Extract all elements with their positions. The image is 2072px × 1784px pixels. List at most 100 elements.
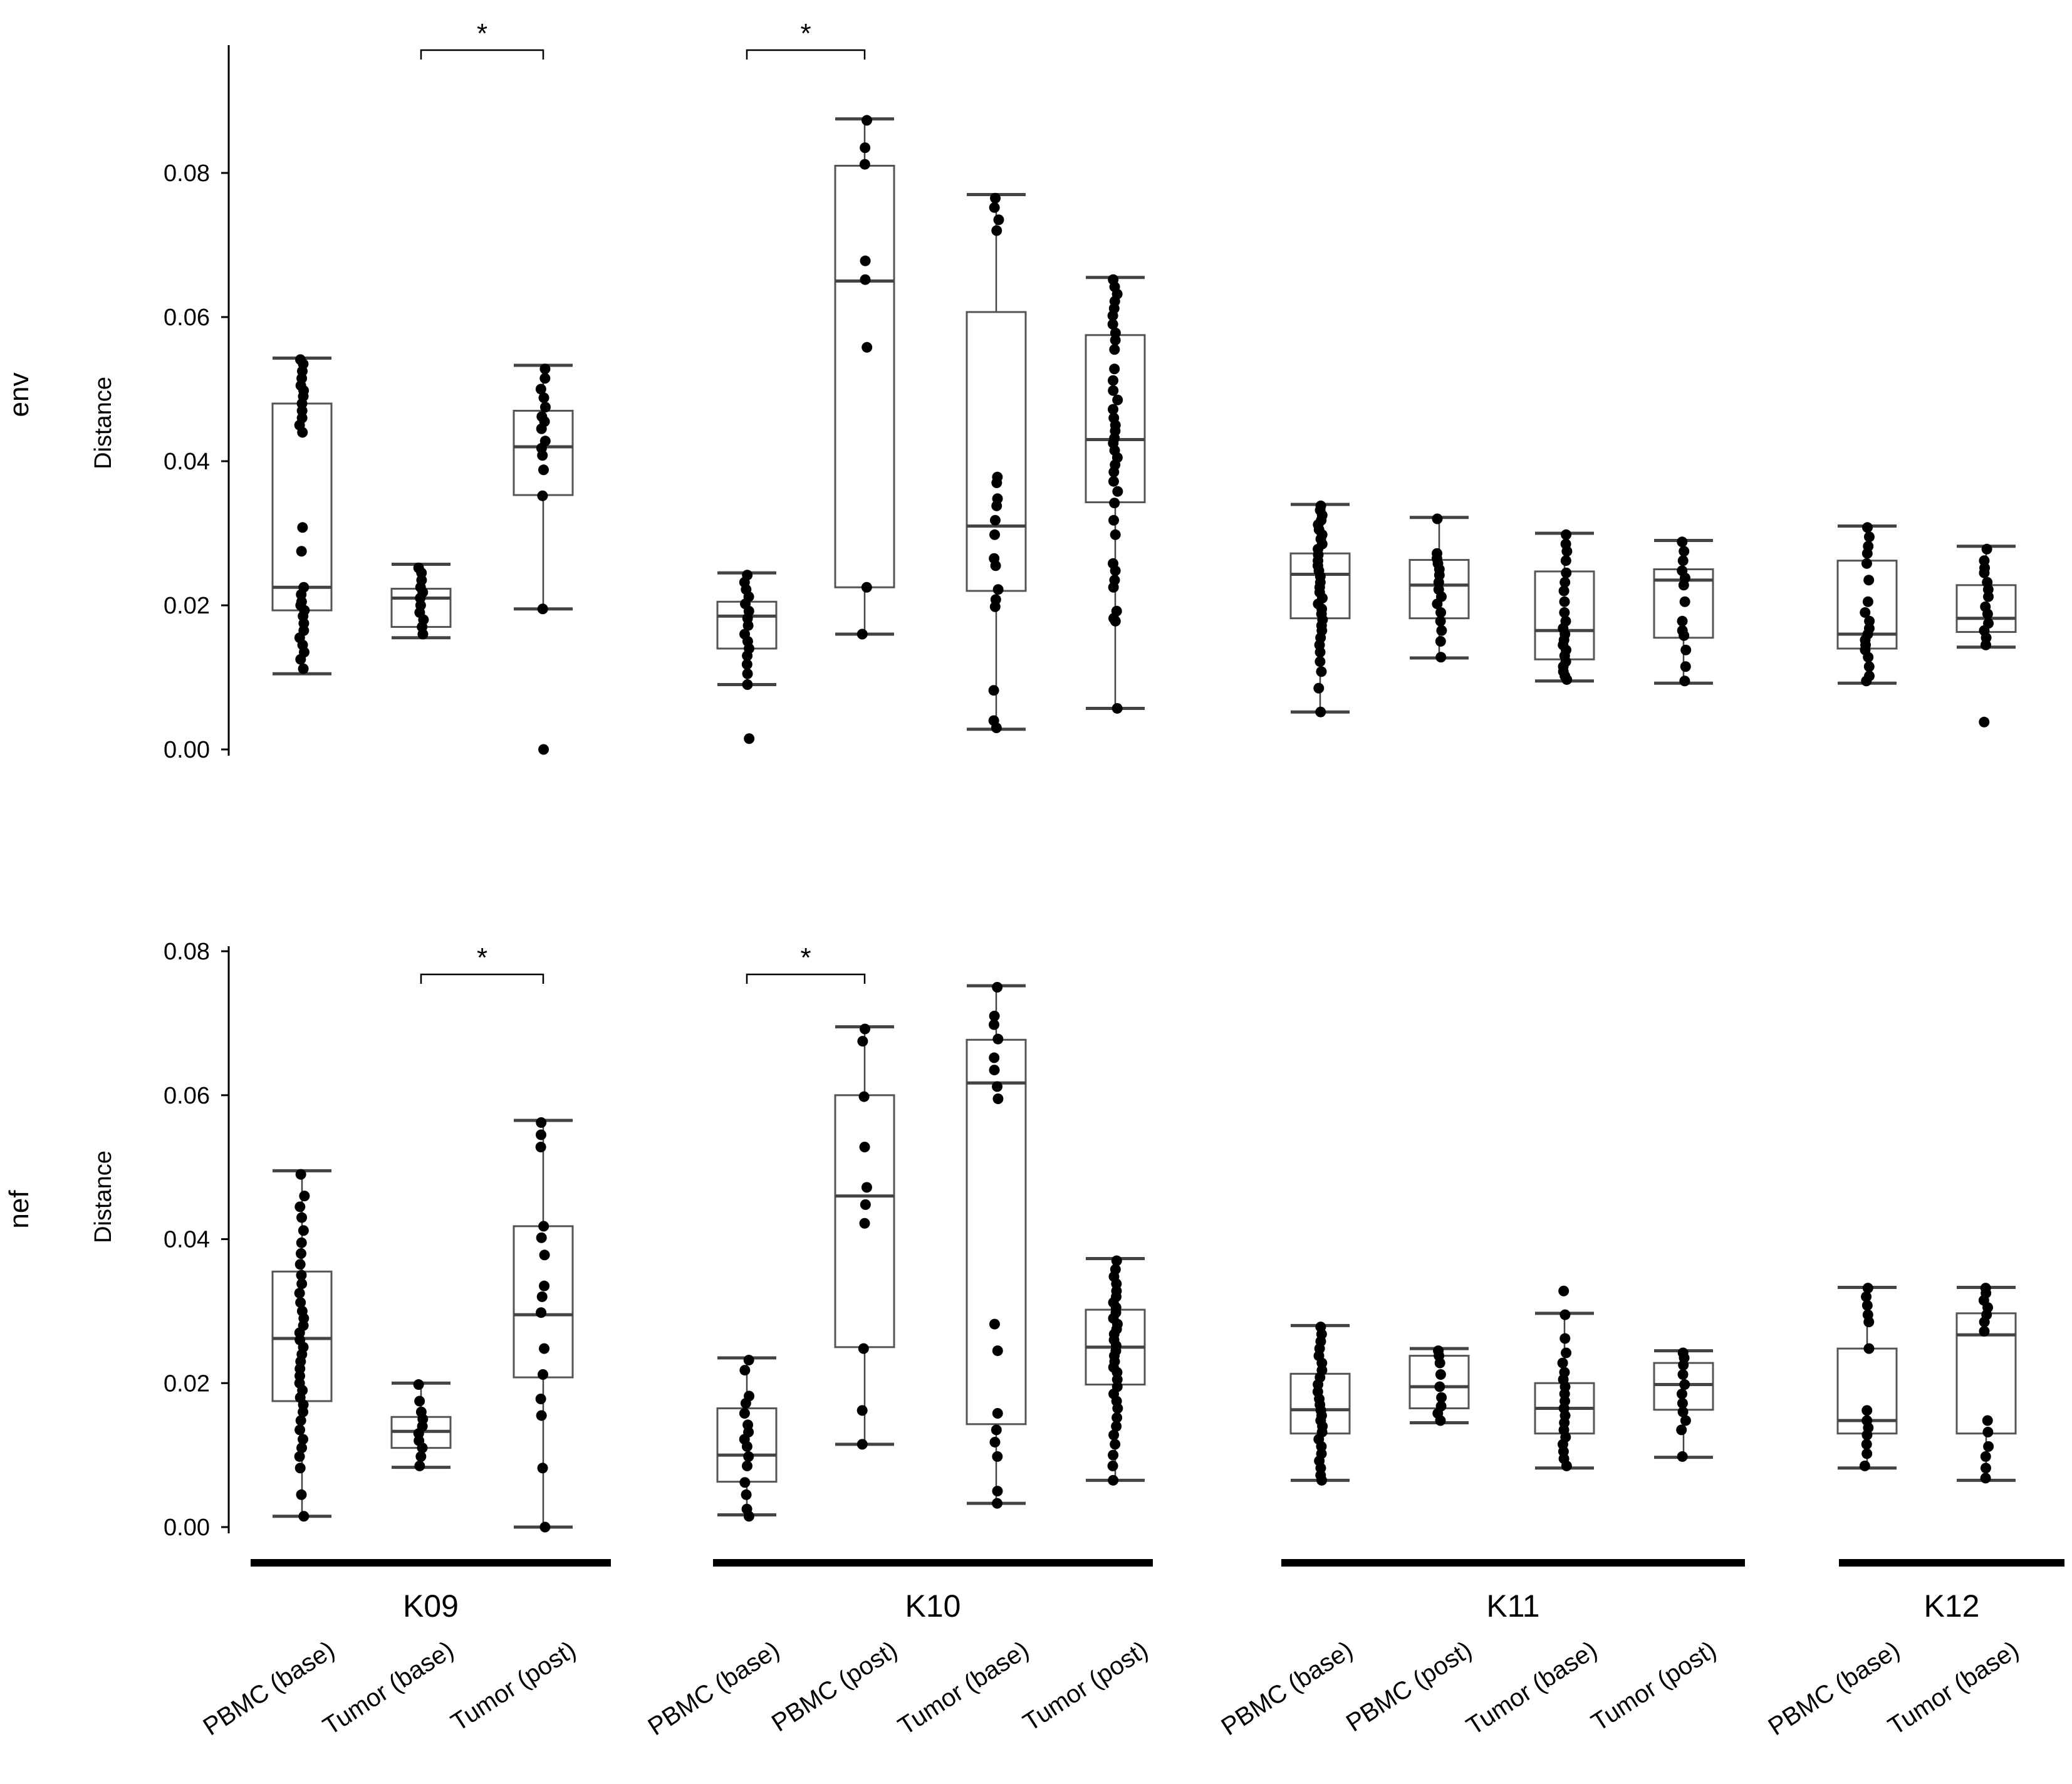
env-k12-tumor-base-point xyxy=(1982,608,1993,620)
env-k09-pbmc-base-point xyxy=(295,654,306,665)
env-k10-tumor-post-point xyxy=(1110,615,1121,627)
nef-significance-bracket: * xyxy=(420,942,544,984)
nef-significance: * * xyxy=(420,942,866,984)
nef-k09-tumor-base-point xyxy=(415,1451,427,1462)
nef-k09-tumor-base-box xyxy=(390,1379,452,1471)
nef-k10-tumor-post-point xyxy=(1108,1429,1120,1441)
nef-k11-tumor-base-box xyxy=(1534,1285,1595,1471)
env-k12-pbmc-base-point xyxy=(1863,652,1874,663)
nef-k12-tumor-base-point xyxy=(1979,1326,1990,1337)
nef-k11-tumor-post-point xyxy=(1676,1424,1687,1436)
env-k10-tumor-post-point xyxy=(1108,385,1119,396)
nef-k09-tumor-post-point xyxy=(539,1249,550,1261)
env-k09-tumor-post-point xyxy=(537,603,548,615)
env-k11-tumor-post-point xyxy=(1677,615,1688,627)
env-k10-pbmc-post-iqr-rect xyxy=(834,165,895,588)
nef-k12-tumor-base-point xyxy=(1980,1451,1991,1462)
env-k10-tumor-base-point xyxy=(989,514,1001,526)
nef-k10-pbmc-base-point xyxy=(743,1355,754,1366)
env-k10-pbmc-post-box xyxy=(834,115,895,640)
nef-k09-pbmc-base-point xyxy=(295,1415,306,1426)
env-y-tick-label: 0.04 xyxy=(164,449,210,475)
category-label-k12-tumor-base: Tumor (base) xyxy=(1883,1636,2024,1741)
nef-k11-pbmc-post-point xyxy=(1436,1392,1447,1403)
nef-k11-tumor-post-point xyxy=(1680,1415,1691,1426)
nef-k10-pbmc-post-point xyxy=(858,1091,870,1102)
nef-k12-pbmc-base-point xyxy=(1861,1448,1873,1459)
env-k10-pbmc-post-point xyxy=(860,274,871,285)
nef-k10-tumor-post-point xyxy=(1111,1412,1123,1423)
nef-k10-pbmc-base-point xyxy=(739,1408,750,1419)
nef-k10-tumor-post-point xyxy=(1112,1402,1123,1414)
env-k11-tumor-post-point xyxy=(1679,546,1690,557)
env-k09-tumor-post-point xyxy=(538,392,549,404)
env-k12-tumor-base-point xyxy=(1982,591,1994,602)
env-k09-pbmc-base-point xyxy=(297,522,308,533)
nef-k10-tumor-post-point xyxy=(1107,1460,1118,1471)
category-label-k10-tumor-post: Tumor (post) xyxy=(1018,1636,1153,1737)
env-k12-pbmc-base-point xyxy=(1861,558,1872,569)
nef-k10-tumor-base-point xyxy=(989,1065,1000,1076)
nef-k12-pbmc-base-point xyxy=(1863,1343,1875,1354)
nef-k09-tumor-post-point xyxy=(538,1221,549,1232)
nef-k12-tumor-base-box xyxy=(1955,1283,2017,1484)
env-y-tick-label: 0.06 xyxy=(164,305,210,331)
env-k09-tumor-post-point xyxy=(539,402,551,413)
group-bar-k12 xyxy=(1839,1559,2064,1567)
category-label-k11-tumor-post: Tumor (post) xyxy=(1586,1636,1721,1737)
env-k10-tumor-post-point xyxy=(1108,582,1119,593)
category-labels: PBMC (base)Tumor (base)Tumor (post) PBMC … xyxy=(199,1636,2024,1741)
nef-k11-tumor-base-point xyxy=(1561,1460,1572,1471)
nef-significance-star: * xyxy=(477,942,487,973)
env-k10-tumor-post-point xyxy=(1109,363,1120,375)
env-k10-tumor-post-point xyxy=(1109,344,1120,355)
nef-k12-pbmc-base-point xyxy=(1861,1439,1872,1450)
env-k10-tumor-base-point xyxy=(989,202,1000,213)
nef-k10-pbmc-post-point xyxy=(858,1343,869,1354)
nef-k10-pbmc-post-point xyxy=(860,1199,871,1210)
env-k10-tumor-post-point xyxy=(1108,476,1119,487)
env-k11-pbmc-base-point xyxy=(1313,682,1325,694)
group-label-k11: K11 xyxy=(1486,1588,1539,1624)
nef-k09-tumor-base-point xyxy=(414,1395,425,1407)
nef-k09-pbmc-base-point xyxy=(298,1406,309,1417)
nef-k10-tumor-post-point xyxy=(1108,1449,1119,1461)
category-label-k10-tumor-base: Tumor (base) xyxy=(893,1636,1034,1741)
env-k11-tumor-post-box xyxy=(1653,536,1714,687)
env-panel: env Distance 0.000.020.040.060.08 * * xyxy=(4,18,2017,763)
env-k10-tumor-base-point xyxy=(992,584,1004,595)
env-k12-pbmc-base-point xyxy=(1863,661,1875,672)
nef-k10-tumor-post-point xyxy=(1111,1255,1122,1266)
nef-k11-tumor-post-point xyxy=(1678,1360,1689,1371)
nef-k12-pbmc-base-box xyxy=(1836,1283,1898,1471)
nef-k09-tumor-base-point xyxy=(414,1460,425,1471)
group-label-k09: K09 xyxy=(403,1588,459,1624)
nef-k09-tumor-post-point xyxy=(536,1410,547,1421)
env-bracket-line xyxy=(420,49,544,60)
nef-k10-pbmc-base-box xyxy=(716,1355,778,1522)
category-label-k10-pbmc-base: PBMC (base) xyxy=(643,1636,784,1741)
env-k11-tumor-post-point xyxy=(1679,596,1690,607)
nef-k10-tumor-base-point xyxy=(992,1345,1003,1357)
nef-k10-pbmc-base-point xyxy=(743,1511,754,1522)
nef-k10-tumor-post-point xyxy=(1111,1421,1122,1432)
nef-y-axis: 0.00 0.02 0.04 0.06 0.08 xyxy=(164,939,230,1541)
nef-k10-tumor-base-box xyxy=(966,981,1027,1509)
env-k10-tumor-post-box xyxy=(1085,274,1146,714)
nef-k09-pbmc-base-point xyxy=(296,1442,308,1454)
env-k12-pbmc-base-point xyxy=(1861,676,1872,687)
env-k10-tumor-post-point xyxy=(1112,394,1123,405)
env-k11-tumor-post-point xyxy=(1677,536,1688,548)
env-k09-tumor-post-point xyxy=(535,383,546,395)
nef-k12-tumor-base-point xyxy=(1983,1441,1994,1452)
env-k11-tumor-post-point xyxy=(1678,580,1689,591)
env-k10-tumor-base-point xyxy=(991,477,1002,488)
nef-k09-pbmc-base-point xyxy=(294,1288,305,1299)
nef-k09-pbmc-base-point xyxy=(295,1169,306,1180)
env-k09-tumor-post-point xyxy=(537,450,548,461)
env-k10-tumor-post-point xyxy=(1107,310,1118,321)
nef-k10-pbmc-post-point xyxy=(859,1141,870,1152)
nef-k10-tumor-base-point xyxy=(992,1451,1003,1462)
env-k12-tumor-base-point xyxy=(1980,639,1991,650)
nef-bracket-line xyxy=(420,973,544,984)
